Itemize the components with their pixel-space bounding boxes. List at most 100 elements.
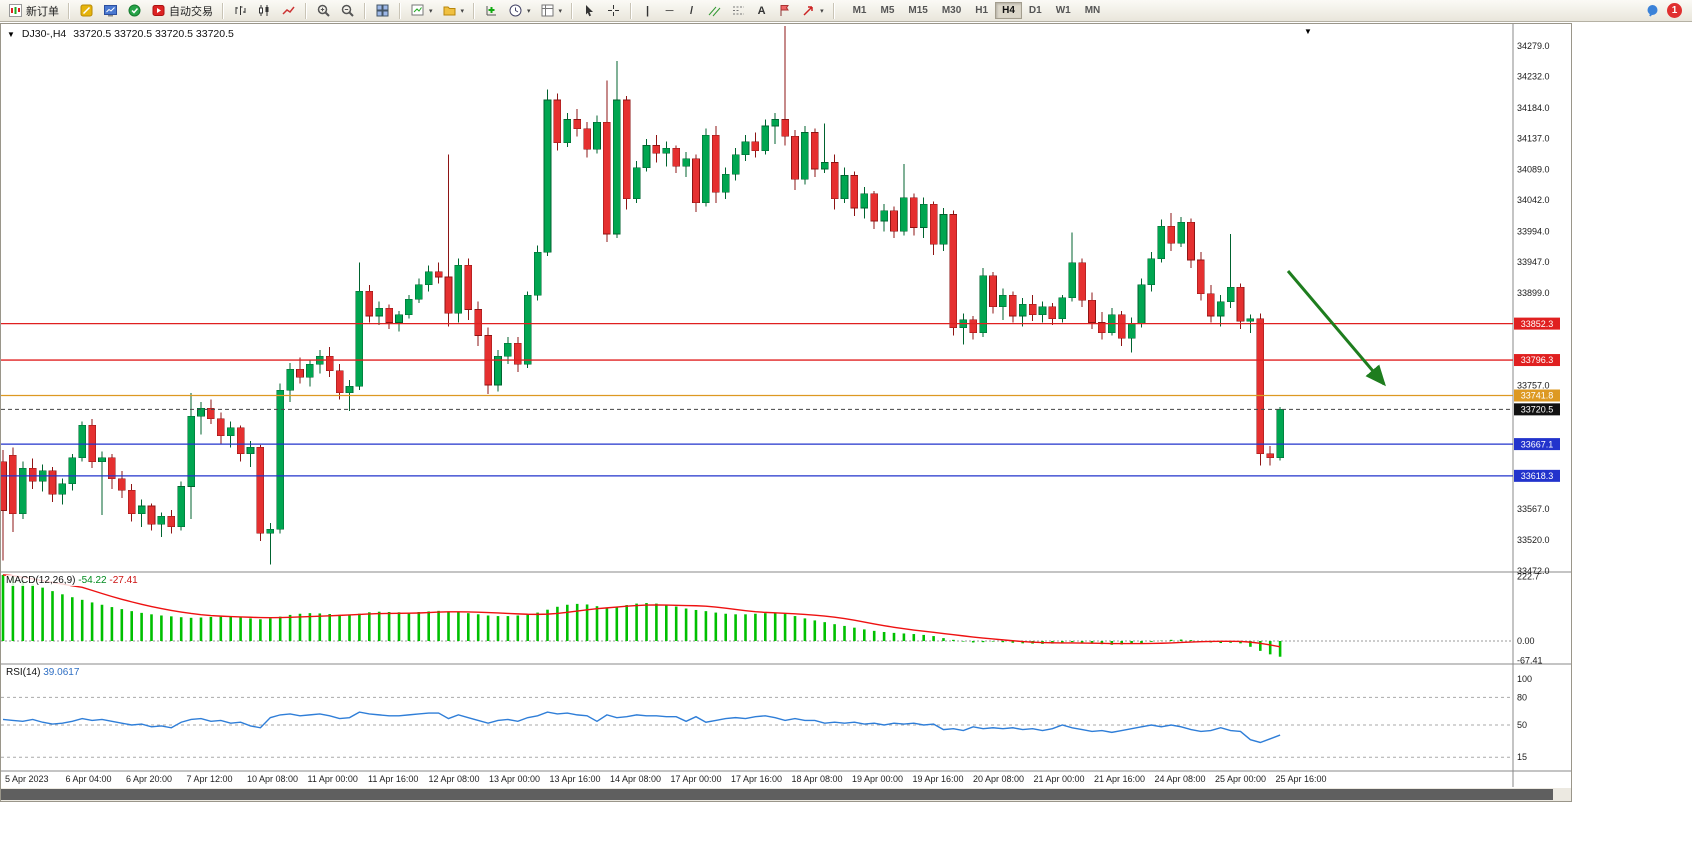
new-order-button[interactable]: 新订单 [4, 1, 63, 21]
price-badge-resistance-lower [1514, 354, 1560, 367]
candle-body [1246, 318, 1255, 322]
candle-body [1266, 453, 1274, 459]
candle-body [1078, 262, 1086, 301]
price-badge-text: 33720.5 [1521, 405, 1554, 415]
timeframe-m5-button[interactable]: M5 [880, 5, 895, 16]
timeframe-m15-button[interactable]: M15 [908, 5, 928, 16]
new-chart-button[interactable]: ▾ [406, 1, 437, 20]
vertical-line-icon: | [646, 4, 650, 17]
auto-trading-label: 自动交易 [169, 5, 213, 18]
arrow-object-icon [801, 3, 816, 18]
y-axis-label: 34089.0 [1517, 165, 1550, 175]
candle-body [682, 158, 690, 167]
candlestick-chart-button[interactable] [253, 1, 276, 20]
metaeditor-button[interactable] [75, 1, 98, 20]
timeframe-mn-button[interactable]: MN [1084, 5, 1101, 16]
candle-body [424, 271, 433, 286]
timeframe-w1-button[interactable]: W1 [1055, 5, 1071, 16]
timeframe-h4-button[interactable]: H4 [995, 2, 1022, 19]
arrows-tool-button[interactable]: ▾ [797, 1, 828, 20]
timeframe-h1-button[interactable]: H1 [975, 5, 989, 16]
date-label: 25 Apr 16:00 [1276, 774, 1327, 784]
line-chart-button[interactable] [277, 1, 300, 20]
zoom-out-button[interactable] [336, 1, 359, 20]
timeframe-m30-button[interactable]: M30 [941, 5, 962, 16]
date-label: 14 Apr 08:00 [610, 774, 661, 784]
date-label: 6 Apr 04:00 [66, 774, 112, 784]
candle-body [603, 121, 611, 235]
chat-icon [1645, 3, 1660, 18]
periods-button[interactable]: ▾ [504, 1, 535, 20]
templates-button[interactable]: ▾ [536, 1, 567, 20]
rsi-panel [1, 696, 1513, 758]
price-badge-text: 33852.3 [1521, 319, 1554, 329]
y-axis-label: 33472.0 [1517, 566, 1550, 576]
horizontal-line-button[interactable]: ─ [659, 3, 680, 19]
tile-windows-button[interactable] [371, 1, 394, 20]
label-tool-button[interactable] [773, 1, 796, 20]
channel-button[interactable] [703, 1, 726, 20]
candle-body [622, 99, 631, 200]
candle-body [761, 125, 770, 152]
date-label: 18 Apr 08:00 [792, 774, 843, 784]
rsi-axis-label: 100 [1517, 674, 1532, 684]
down-arrow-annotation[interactable] [1286, 270, 1386, 387]
candle-body [672, 147, 681, 167]
chevron-down-icon: ▾ [429, 7, 433, 15]
crosshair-button[interactable] [602, 1, 625, 20]
terminal-button[interactable] [123, 1, 146, 20]
text-tool-button[interactable]: A [751, 3, 772, 19]
fibonacci-icon [731, 3, 746, 18]
vertical-line-button[interactable]: | [637, 3, 658, 19]
market-watch-button[interactable] [99, 1, 122, 20]
fibonacci-button[interactable] [727, 1, 750, 20]
chart-symbol-period: DJ30-,H4 [21, 28, 67, 40]
candle-body [108, 457, 116, 479]
candle-body [1187, 222, 1195, 261]
candle-body [1008, 294, 1017, 317]
flag-icon [777, 3, 792, 18]
bar-chart-button[interactable] [229, 1, 252, 20]
date-label: 25 Apr 00:00 [1215, 774, 1266, 784]
notification-badge[interactable]: 1 [1667, 3, 1682, 18]
candle-body [48, 470, 57, 495]
chat-button[interactable] [1641, 1, 1664, 20]
candle-body [662, 147, 671, 154]
rsi-name: RSI(14) [6, 667, 41, 678]
hscrollbar-thumb[interactable] [1, 789, 1553, 800]
indicators-button[interactable] [480, 1, 503, 20]
equidistant-channel-icon [707, 3, 722, 18]
candle-body [820, 162, 829, 170]
trendline-button[interactable]: / [681, 3, 702, 19]
text-tool-icon: A [757, 4, 766, 17]
chart-profiles-button[interactable]: ▾ [438, 1, 469, 20]
timeframe-d1-button[interactable]: D1 [1028, 5, 1042, 16]
candle-body [771, 119, 780, 127]
auto-trading-button[interactable]: 自动交易 [147, 1, 217, 21]
candle-body [405, 298, 413, 315]
timeframe-m1-button[interactable]: M1 [852, 5, 867, 16]
chart-canvas[interactable]: 33852.3 33796.3 33741.8 33720.5 33667.1 33618… [1, 24, 1571, 801]
date-label: 11 Apr 00:00 [308, 774, 358, 784]
candle-body [306, 363, 314, 378]
candle-body [612, 99, 621, 235]
candle-body [474, 309, 483, 336]
candle-body [1216, 301, 1225, 317]
rsi-indicator-label: RSI(14) 39.0617 [6, 667, 80, 678]
date-label: 12 Apr 08:00 [429, 774, 480, 784]
candle-body [494, 356, 502, 386]
cursor-button[interactable] [578, 1, 601, 20]
zoom-in-button[interactable] [312, 1, 335, 20]
candle-body [1197, 259, 1205, 295]
macd-value: -54.22 [78, 575, 107, 586]
terminal-icon [127, 3, 142, 18]
chart-list-caret-icon[interactable]: ▼ [1304, 27, 1312, 36]
candle-body [167, 516, 176, 528]
candle-body [276, 389, 285, 530]
rsi-axis-label: 80 [1517, 692, 1527, 702]
y-axis-label: 34232.0 [1517, 72, 1550, 82]
candlestick-chart-icon [257, 3, 272, 18]
chart-dropdown-icon[interactable]: ▼ [7, 29, 15, 39]
candle-body [68, 457, 77, 485]
toolbar-separator [571, 2, 574, 19]
